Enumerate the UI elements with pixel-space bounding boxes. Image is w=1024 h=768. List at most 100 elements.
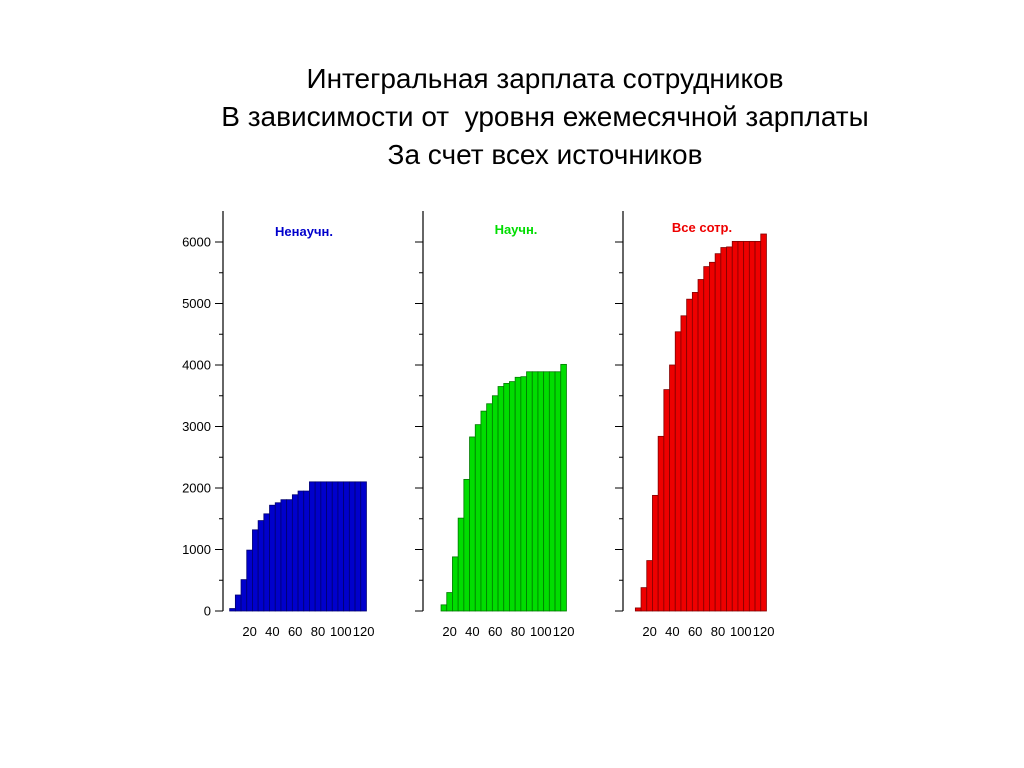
panel-label: Все сотр.	[672, 220, 732, 235]
bar	[560, 363, 567, 612]
x-tick-label: 80	[711, 624, 725, 639]
bar	[337, 481, 345, 612]
x-tick-label: 20	[442, 624, 456, 639]
bar	[326, 481, 333, 612]
x-tick-label: 60	[488, 624, 502, 639]
bar	[754, 240, 762, 612]
bar	[491, 395, 499, 612]
x-tick-label: 20	[642, 624, 656, 639]
bar	[703, 266, 710, 612]
bar	[440, 604, 448, 612]
x-tick-label: 100	[530, 624, 552, 639]
x-tick-label: 100	[330, 624, 352, 639]
bar	[720, 247, 727, 612]
bar	[320, 481, 327, 612]
y-tick-label: 2000	[182, 481, 211, 496]
x-tick-label: 120	[353, 624, 375, 639]
x-tick-label: 60	[288, 624, 302, 639]
bar	[526, 371, 533, 612]
bar	[686, 298, 693, 612]
panel-label: Научн.	[495, 222, 538, 237]
bar	[663, 389, 670, 612]
bar	[743, 240, 750, 612]
bar	[309, 481, 316, 612]
bar	[474, 424, 482, 612]
chart-panel-3: 20 40 60 80 100 120 Все сотр.	[615, 211, 774, 639]
bar	[691, 292, 699, 612]
bar	[697, 279, 705, 612]
x-tick-label: 80	[511, 624, 525, 639]
bar	[646, 560, 653, 612]
bar	[297, 490, 305, 612]
bar	[537, 371, 545, 612]
y-tick-label: 4000	[182, 358, 211, 373]
bar	[737, 240, 745, 612]
bar	[291, 494, 299, 612]
y-tick-label: 1000	[182, 542, 211, 557]
x-tick-label: 120	[753, 624, 775, 639]
bar	[257, 520, 265, 612]
bar	[652, 494, 659, 612]
y-tick-label: 3000	[182, 419, 211, 434]
bar	[543, 371, 550, 612]
x-tick-label: 20	[242, 624, 256, 639]
y-tick-label: 6000	[182, 235, 211, 250]
bar	[531, 371, 539, 612]
bar	[469, 436, 476, 612]
bar	[263, 513, 270, 612]
bar	[497, 386, 505, 612]
bar	[286, 499, 293, 612]
x-tick-label: 40	[265, 624, 279, 639]
bar	[709, 261, 716, 612]
bar	[503, 383, 510, 612]
bar	[229, 608, 236, 612]
bar	[726, 246, 733, 612]
bar	[360, 481, 367, 612]
chart-panel-2: 20 40 60 80 100 120 Научн.	[415, 211, 574, 639]
bar	[714, 253, 722, 612]
bar	[748, 240, 756, 612]
title-line-3: За счет всех источников	[387, 139, 703, 170]
slide-title: Интегральная зарплата сотрудников В зави…	[0, 60, 1024, 174]
x-tick-label: 60	[688, 624, 702, 639]
bar	[463, 478, 470, 612]
bar	[520, 376, 527, 612]
x-tick-label: 80	[311, 624, 325, 639]
bar	[234, 594, 242, 612]
bar	[269, 504, 276, 612]
x-tick-label: 120	[553, 624, 575, 639]
bar	[669, 364, 676, 612]
bar	[280, 499, 288, 612]
x-tick-label: 40	[465, 624, 479, 639]
bar	[486, 403, 493, 612]
title-line-2: В зависимости от уровня ежемесячной зарп…	[221, 101, 869, 132]
bar	[731, 240, 739, 612]
bar	[554, 371, 562, 612]
y-tick-label: 0	[204, 604, 211, 619]
bar	[634, 607, 642, 612]
bar	[674, 331, 682, 612]
x-tick-label: 40	[665, 624, 679, 639]
bar	[514, 376, 522, 612]
bar	[354, 481, 362, 612]
panel-label: Ненаучн.	[275, 224, 333, 239]
bar	[480, 410, 488, 612]
bar	[452, 556, 459, 612]
bar	[252, 529, 259, 612]
bar	[331, 481, 339, 612]
bar	[657, 435, 665, 612]
title-line-1: Интегральная зарплата сотрудников	[306, 63, 784, 94]
bar	[446, 592, 453, 612]
bar	[457, 517, 465, 612]
bar	[509, 381, 516, 612]
bar	[314, 481, 322, 612]
bar	[348, 481, 356, 612]
bar	[343, 481, 350, 612]
bar	[246, 549, 253, 612]
bar	[760, 233, 767, 612]
y-tick-label: 5000	[182, 296, 211, 311]
x-tick-label: 100	[730, 624, 752, 639]
bar	[274, 502, 282, 612]
bar	[680, 315, 688, 612]
